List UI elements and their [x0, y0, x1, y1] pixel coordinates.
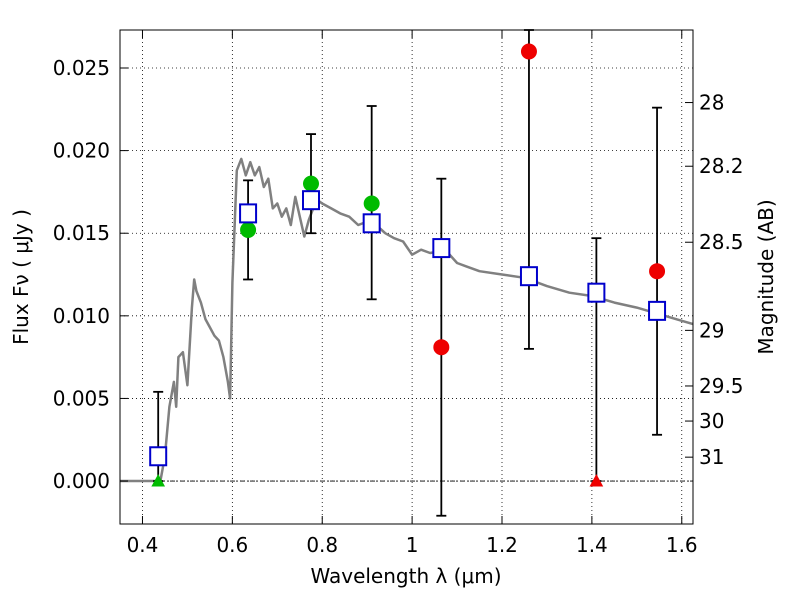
observed-point: [240, 221, 257, 238]
y-axis: 0.000 0.005 0.010 0.015 0.020 0.025: [53, 56, 128, 493]
y-tick-label: 0.015: [53, 221, 110, 245]
x-tick-label: 0.4: [127, 533, 159, 557]
model-bandpass-point: [302, 190, 320, 211]
model-bandpass-point: [519, 266, 538, 287]
model-bandpass-point: [648, 300, 667, 321]
data-markers: [149, 43, 667, 487]
observed-point: [520, 43, 537, 60]
x-tick-label: 1.2: [486, 533, 518, 557]
x-tick-label: 1.6: [666, 533, 698, 557]
upper-limit-point: [151, 473, 166, 487]
magnitude-tick-label: 28.2: [699, 154, 744, 178]
x-axis-title: Wavelength λ (μm): [310, 564, 501, 588]
x-tick-label: 1.4: [576, 533, 608, 557]
y-axis-title: Flux Fν ( μJy ): [9, 209, 33, 345]
model-bandpass-point: [149, 446, 168, 467]
magnitude-tick-label: 28.5: [699, 230, 744, 254]
magnitude-axis: 28 28.2 28.5 29 29.5 30 31: [685, 91, 744, 469]
magnitude-axis-title: Magnitude (AB): [754, 199, 778, 354]
x-tick-label: 1: [406, 533, 419, 557]
model-spectrum-line: [120, 157, 693, 483]
y-tick-label: 0.020: [53, 139, 110, 163]
magnitude-tick-label: 31: [699, 445, 724, 469]
magnitude-tick-label: 28: [699, 91, 724, 115]
model-bandpass-point: [587, 282, 606, 303]
x-axis: 0.4 0.6 0.8 1 1.2 1.4 1.6: [127, 30, 698, 557]
plot-frame: [119, 29, 694, 525]
magnitude-tick-label: 30: [699, 409, 724, 433]
model-spectrum: [120, 157, 693, 483]
observed-point: [363, 195, 380, 212]
magnitude-tick-label: 29: [699, 318, 724, 342]
y-tick-label: 0.005: [53, 386, 110, 410]
x-tick-label: 0.6: [216, 533, 248, 557]
y-tick-label: 0.010: [53, 304, 110, 328]
y-tick-label: 0.025: [53, 56, 110, 80]
y-tick-label: 0.000: [53, 469, 110, 493]
observed-point: [303, 175, 319, 192]
observed-point: [649, 263, 666, 280]
model-bandpass-point: [362, 213, 381, 234]
magnitude-tick-label: 29.5: [699, 374, 744, 398]
model-bandpass-point: [239, 203, 258, 224]
x-tick-label: 0.8: [306, 533, 338, 557]
model-bandpass-point: [432, 238, 451, 259]
observed-point: [433, 339, 450, 356]
upper-limit-point: [589, 473, 604, 487]
